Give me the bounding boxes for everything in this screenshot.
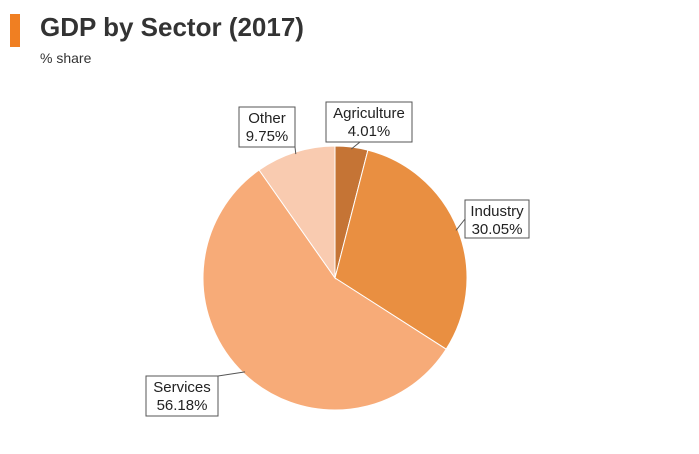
slice-value-services: 56.18% bbox=[157, 397, 208, 414]
slice-value-other: 9.75% bbox=[246, 128, 289, 145]
callout-line-industry bbox=[455, 218, 466, 231]
slice-label-industry: Industry bbox=[470, 203, 524, 220]
callout-box-services bbox=[145, 375, 219, 417]
pie-slice-industry bbox=[334, 149, 468, 350]
callout-box-other bbox=[238, 106, 296, 148]
callout-line-other bbox=[294, 146, 297, 155]
callout-box-industry bbox=[464, 199, 530, 239]
slice-label-agriculture: Agriculture bbox=[333, 105, 405, 122]
callout-line-services bbox=[217, 371, 246, 377]
slice-label-services: Services bbox=[153, 379, 211, 396]
callout-line-agriculture bbox=[351, 141, 361, 150]
callout-box-agriculture bbox=[325, 101, 413, 143]
slice-value-industry: 30.05% bbox=[472, 221, 523, 238]
slice-label-other: Other bbox=[248, 110, 286, 127]
title-accent-bar bbox=[10, 14, 20, 47]
chart-subtitle: % share bbox=[40, 50, 92, 66]
pie-slice-services bbox=[202, 169, 447, 411]
chart-title: GDP by Sector (2017) bbox=[40, 12, 304, 42]
slice-value-agriculture: 4.01% bbox=[348, 123, 391, 140]
